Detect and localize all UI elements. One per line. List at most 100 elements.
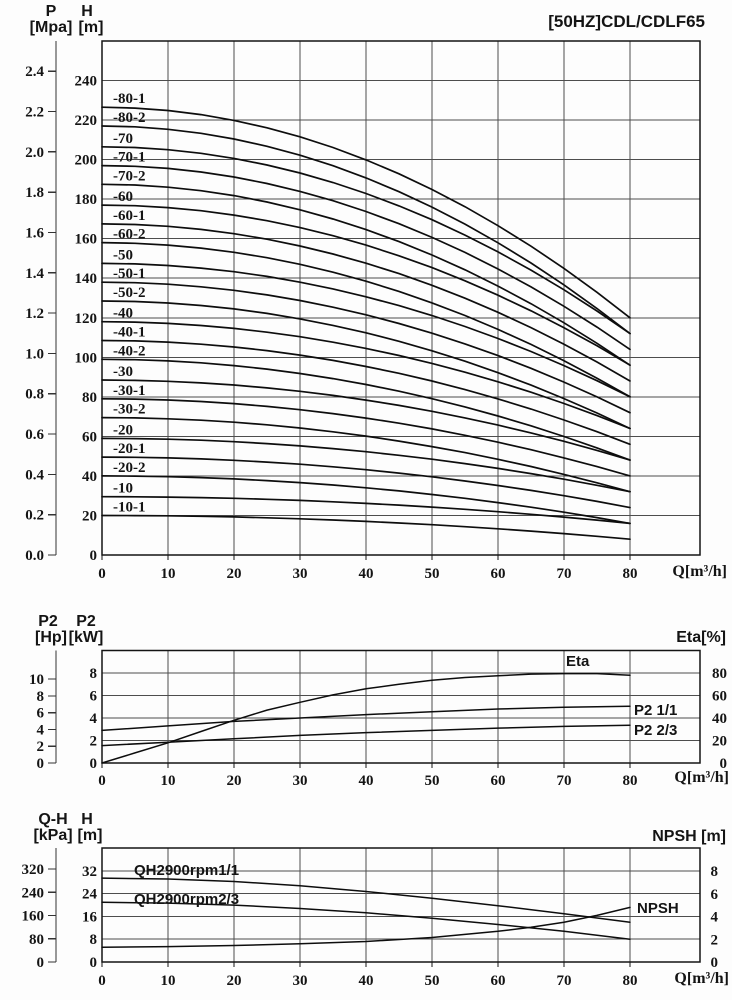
y2-tick-label-160: 160	[22, 909, 45, 925]
top-h-axis-unit: [m]	[78, 19, 104, 36]
curve--40-2	[101, 358, 631, 461]
y-tick-label-0: 0	[90, 756, 98, 772]
x-tick-label-0: 0	[98, 566, 106, 582]
y2-tick-label-1.6: 1.6	[25, 225, 44, 241]
x-tick-label-0: 0	[98, 773, 106, 789]
y-tick-label-0: 0	[90, 548, 98, 564]
y-tick-label-200: 200	[75, 153, 98, 169]
curve-label--50-2: -50-2	[113, 285, 146, 301]
y2-tick-label-1.4: 1.4	[25, 266, 44, 282]
y-tick-label-16: 16	[82, 909, 98, 925]
x-tick-label-40: 40	[359, 973, 374, 989]
bot-npsh-axis-label: NPSH [m]	[652, 828, 726, 845]
curve-label-Eta: Eta	[566, 653, 590, 670]
y-tick-label-8: 8	[90, 932, 98, 948]
right-tick-label-8: 8	[711, 864, 719, 880]
curve--80-1	[101, 106, 631, 319]
y-tick-label-140: 140	[75, 271, 98, 287]
y2-tick-label-240: 240	[22, 885, 45, 901]
y2-tick-label-0: 0	[37, 756, 45, 772]
y-tick-label-2: 2	[90, 734, 98, 750]
x-tick-label-20: 20	[227, 773, 242, 789]
page-title: [50HZ]CDL/CDLF65	[548, 12, 705, 31]
curve-label--70-2: -70-2	[113, 168, 146, 184]
right-tick-label-40: 40	[712, 711, 727, 727]
curve--80-2	[101, 125, 631, 335]
curve-label--40-2: -40-2	[113, 343, 146, 359]
curve-label--80-1: -80-1	[113, 91, 146, 107]
y2-tick-label-80: 80	[29, 932, 44, 948]
x-tick-label-80: 80	[623, 773, 638, 789]
curve-label--20-1: -20-1	[113, 441, 146, 457]
curve--70-1	[101, 164, 631, 351]
curve-label-QH2900rpm2/3: QH2900rpm2/3	[134, 891, 239, 908]
bot-h-axis-unit: [m]	[77, 827, 103, 844]
curve-label--10-1: -10-1	[113, 499, 146, 515]
curve-label--70: -70	[113, 131, 133, 147]
curve-label--80-2: -80-2	[113, 110, 146, 126]
curve-label-P2 1/1: P2 1/1	[634, 702, 677, 719]
top-h-axis-name: H	[81, 3, 93, 20]
curve--60-2	[101, 241, 631, 398]
y-tick-label-4: 4	[90, 711, 98, 727]
mid-kw-axis-unit: [kW]	[68, 629, 104, 646]
curve-QH2900rpm1/1	[101, 877, 631, 923]
right-tick-label-4: 4	[711, 910, 719, 926]
right-tick-label-20: 20	[712, 734, 727, 750]
y-tick-label-32: 32	[82, 864, 97, 880]
plot-border	[101, 40, 701, 556]
curve-label--20: -20	[113, 422, 133, 438]
x-tick-label-30: 30	[293, 566, 308, 582]
curve-label--60-2: -60-2	[113, 227, 146, 243]
y-tick-label-6: 6	[90, 689, 98, 705]
curve-label--50-1: -50-1	[113, 266, 146, 282]
curve--60	[101, 204, 631, 367]
curve--20	[101, 437, 631, 493]
y2-tick-label-2: 2	[37, 739, 45, 755]
curve--50	[101, 262, 631, 398]
y-tick-label-24: 24	[82, 887, 98, 903]
curve--60-1	[101, 223, 631, 382]
y2-tick-label-320: 320	[22, 862, 45, 878]
x-tick-label-70: 70	[557, 566, 572, 582]
curve-label--40-1: -40-1	[113, 325, 146, 341]
curve--50-2	[101, 300, 631, 430]
y2-tick-label-0.8: 0.8	[25, 387, 44, 403]
y2-tick-label-0.0: 0.0	[25, 548, 44, 564]
x-tick-label-80: 80	[623, 566, 638, 582]
top-p-axis-unit: [Mpa]	[29, 19, 73, 36]
plot-border	[101, 847, 701, 963]
curve-label-NPSH: NPSH	[637, 900, 679, 917]
y-tick-label-220: 220	[75, 113, 98, 129]
y2-tick-label-1.0: 1.0	[25, 346, 44, 362]
curve--40-1	[101, 339, 631, 446]
curve--30-2	[101, 416, 631, 493]
x-tick-label-20: 20	[227, 973, 242, 989]
mid-q-axis-label: Q[m³/h]	[674, 769, 729, 786]
y2-tick-label-2.0: 2.0	[25, 145, 44, 161]
curve-P2 1/1	[101, 705, 631, 732]
y-tick-label-20: 20	[82, 508, 97, 524]
right-tick-label-60: 60	[712, 689, 727, 705]
right-tick-label-80: 80	[712, 666, 727, 682]
curve-QH2900rpm2/3	[101, 901, 631, 940]
y-tick-label-120: 120	[75, 311, 98, 327]
curve-label--30: -30	[113, 364, 133, 380]
curve-P2 2/3	[101, 724, 631, 747]
bot-q-axis-label: Q[m³/h]	[674, 970, 729, 987]
curve--10	[101, 495, 631, 525]
curve-label--70-1: -70-1	[113, 150, 146, 166]
x-tick-label-20: 20	[227, 566, 242, 582]
curve--20-2	[101, 475, 631, 525]
x-tick-label-10: 10	[161, 973, 176, 989]
curve--30	[101, 379, 631, 461]
y-tick-label-240: 240	[75, 74, 98, 90]
y2-tick-label-0.2: 0.2	[25, 508, 44, 524]
curve--20-1	[101, 456, 631, 509]
mid-kw-axis-name: P2	[76, 613, 96, 630]
x-tick-label-30: 30	[293, 773, 308, 789]
curve--40	[101, 320, 631, 430]
x-tick-label-40: 40	[359, 566, 374, 582]
y-tick-label-160: 160	[75, 232, 98, 248]
